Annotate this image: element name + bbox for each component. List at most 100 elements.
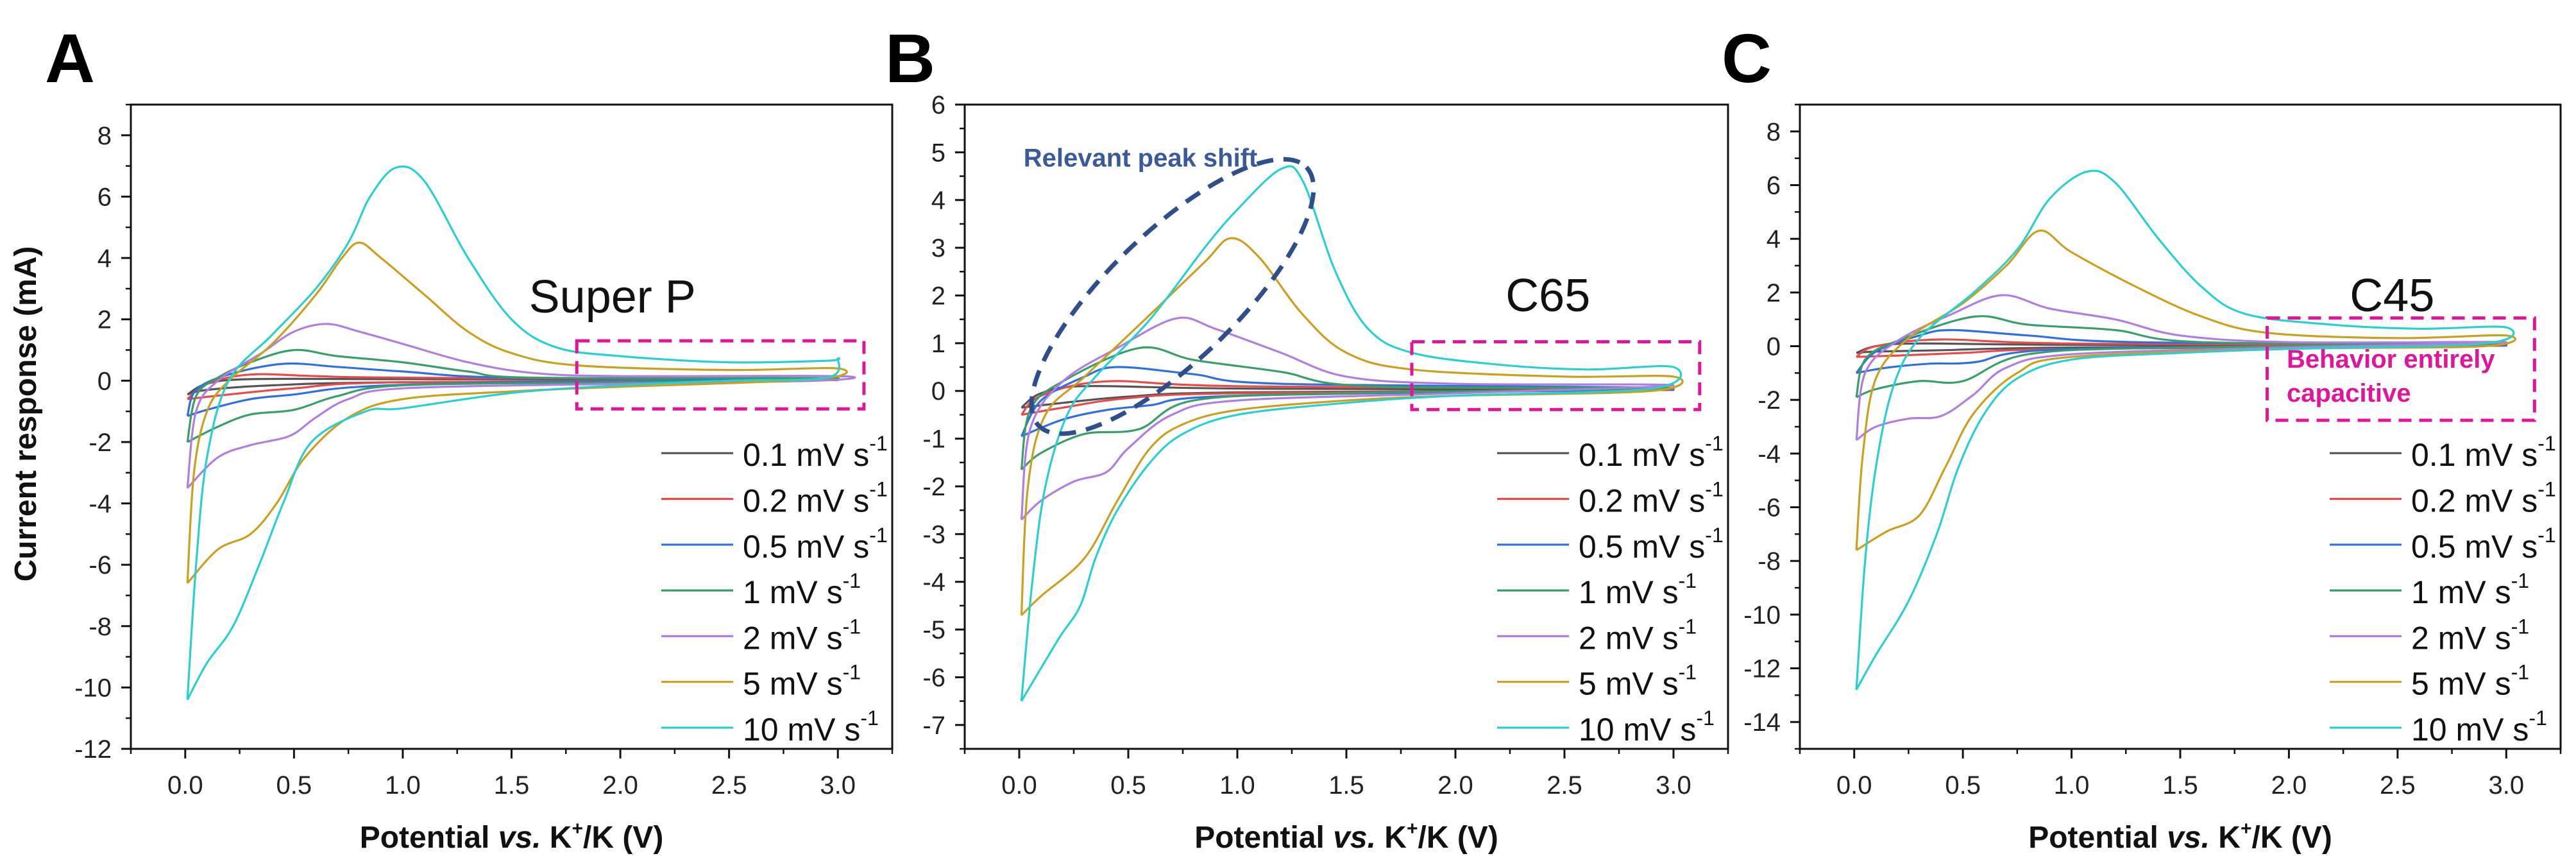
x-axis-label-superscript: +	[572, 818, 583, 839]
capacitive-region-box	[2266, 316, 2536, 422]
legend-label: 0.2 mV s-1	[1579, 478, 1724, 519]
y-tick-label: 8	[1767, 118, 1781, 146]
y-axis-label: Current response (mA)	[9, 246, 43, 582]
legend-label-superscript: -1	[869, 432, 887, 455]
y-tick-label: -6	[1758, 494, 1781, 522]
y-tick-label: 6	[931, 91, 945, 119]
legend-label-text: 5 mV s	[2411, 666, 2511, 702]
legend-label-superscript: -1	[843, 661, 861, 684]
legend-label-text: 10 mV s	[1579, 712, 1696, 748]
legend-label-text: 1 mV s	[1579, 574, 1679, 610]
y-tick-label: -12	[1743, 655, 1781, 683]
legend-label-superscript: -1	[869, 478, 887, 501]
x-tick-label: 0.5	[276, 771, 312, 800]
legend-label: 0.5 mV s-1	[743, 524, 888, 565]
legend-label-superscript: -1	[860, 706, 878, 730]
y-tick-label: 3	[931, 234, 945, 262]
y-tick-label: -10	[74, 674, 112, 702]
legend-item: 5 mV s-1	[2330, 661, 2529, 702]
legend-item: 2 mV s-1	[1497, 615, 1697, 656]
x-axis-label-italic: vs.	[2167, 821, 2210, 855]
x-axis-label-superscript: +	[1407, 818, 1418, 839]
legend-label-superscript: -1	[1679, 569, 1697, 592]
peak-shift-annotation: Relevant peak shift	[1024, 144, 1258, 173]
legend-item: 10 mV s-1	[1497, 706, 1715, 748]
legend-label-superscript: -1	[1705, 524, 1723, 547]
y-tick-label: 4	[931, 187, 945, 215]
y-tick-label: -2	[922, 473, 945, 501]
capacitive-annotation-line2: capacitive	[2287, 379, 2411, 407]
x-tick-label: 0.0	[1836, 771, 1872, 800]
legend-item: 5 mV s-1	[1497, 661, 1697, 702]
legend-label: 0.1 mV s-1	[743, 432, 888, 473]
panel-title: Super P	[529, 271, 696, 323]
x-tick-label: 2.5	[711, 771, 747, 800]
legend-label: 0.2 mV s-1	[2411, 478, 2556, 519]
x-tick-label: 1.5	[494, 771, 530, 800]
legend-label-superscript: -1	[2538, 524, 2555, 547]
x-tick-label: 1.0	[1219, 771, 1255, 800]
legend-label-text: 0.2 mV s	[1579, 483, 1705, 519]
legend-label-text: 0.1 mV s	[2411, 437, 2538, 473]
y-tick-label: -6	[89, 551, 112, 579]
panel-b: B 0.0 0.5 1.0 1.5 2.0 2.5 3.0 -7 -6 -5 -4 -3 -2 -1 0 1 2 3…	[885, 19, 1729, 855]
y-tick-label: -4	[1758, 440, 1781, 468]
y-tick-label: 6	[97, 183, 112, 211]
cv-curve-10	[1020, 165, 1682, 702]
panel-title: C65	[1505, 270, 1590, 321]
x-axis-label-superscript: +	[2241, 818, 2252, 839]
legend-label-text: 0.5 mV s	[743, 529, 869, 565]
panel-c: C0.0 0.5 1.0 1.5 2.0 2.5 3.0-14-12-10-8-6-4-20…	[1722, 19, 2562, 855]
legend-label: 0.5 mV s-1	[2411, 524, 2556, 565]
y-tick-label: -2	[89, 429, 112, 457]
legend-label-text: 2 mV s	[2411, 620, 2511, 656]
legend-label-text: 0.5 mV s	[2411, 529, 2538, 565]
x-axis-label-part: Potential	[1194, 821, 1333, 855]
legend-label-superscript: -1	[2511, 615, 2529, 638]
y-tick-label: -10	[1743, 601, 1781, 629]
legend-label-text: 10 mV s	[743, 712, 860, 748]
x-tick-label: 3.0	[1656, 771, 1691, 800]
legend-label: 1 mV s-1	[2411, 569, 2529, 610]
legend-label-text: 5 mV s	[1579, 666, 1679, 702]
legend-item: 5 mV s-1	[661, 661, 861, 702]
x-tick-label: 0.5	[1110, 771, 1146, 800]
x-axis-label-part: /K (V)	[2251, 821, 2332, 855]
x-axis-label: Potential vs. K+/K (V)	[2028, 818, 2332, 855]
legend-label-superscript: -1	[1679, 615, 1697, 638]
legend-label-text: 10 mV s	[2411, 712, 2529, 748]
y-tick-label: 1	[931, 330, 945, 358]
x-tick-label: 0.0	[1001, 771, 1037, 800]
cv-curve-2	[1020, 316, 1675, 521]
legend-item: 0.2 mV s-1	[2330, 478, 2556, 519]
x-axis-label-part: /K (V)	[1418, 821, 1498, 855]
y-tick-label: 2	[1767, 279, 1781, 307]
x-axis-label: Potential vs. K+/K (V)	[360, 818, 664, 855]
x-axis-label: Potential vs. K+/K (V)	[1194, 818, 1498, 855]
x-axis-label-part: /K (V)	[583, 821, 663, 855]
y-tick-label: -2	[1758, 386, 1781, 415]
legend-label: 1 mV s-1	[743, 569, 861, 610]
legend-item: 2 mV s-1	[661, 615, 861, 656]
legend-item: 1 mV s-1	[1497, 569, 1697, 610]
legend-label-superscript: -1	[1705, 432, 1723, 455]
legend-item: 1 mV s-1	[661, 569, 861, 610]
legend-item: 1 mV s-1	[2330, 569, 2529, 610]
x-tick-label: 3.0	[820, 771, 856, 800]
x-axis-label-part: Potential	[360, 821, 498, 855]
legend-label-text: 0.5 mV s	[1579, 529, 1705, 565]
x-tick-label: 2.5	[1546, 771, 1582, 800]
y-tick-label: 2	[97, 306, 112, 334]
x-axis-label-part: K	[541, 821, 572, 855]
legend-item: 0.5 mV s-1	[661, 524, 888, 565]
plot-area	[1020, 165, 1684, 702]
x-axis-label-italic: vs.	[1333, 821, 1376, 855]
legend-label-text: 0.1 mV s	[1579, 437, 1705, 473]
cv-curve-2	[186, 323, 856, 489]
legend-label: 0.2 mV s-1	[743, 478, 888, 519]
legend-label-superscript: -1	[2538, 478, 2555, 501]
y-tick-label: 0	[1767, 333, 1781, 361]
panel-letter: B	[885, 19, 935, 97]
x-tick-label: 2.0	[2271, 771, 2307, 800]
